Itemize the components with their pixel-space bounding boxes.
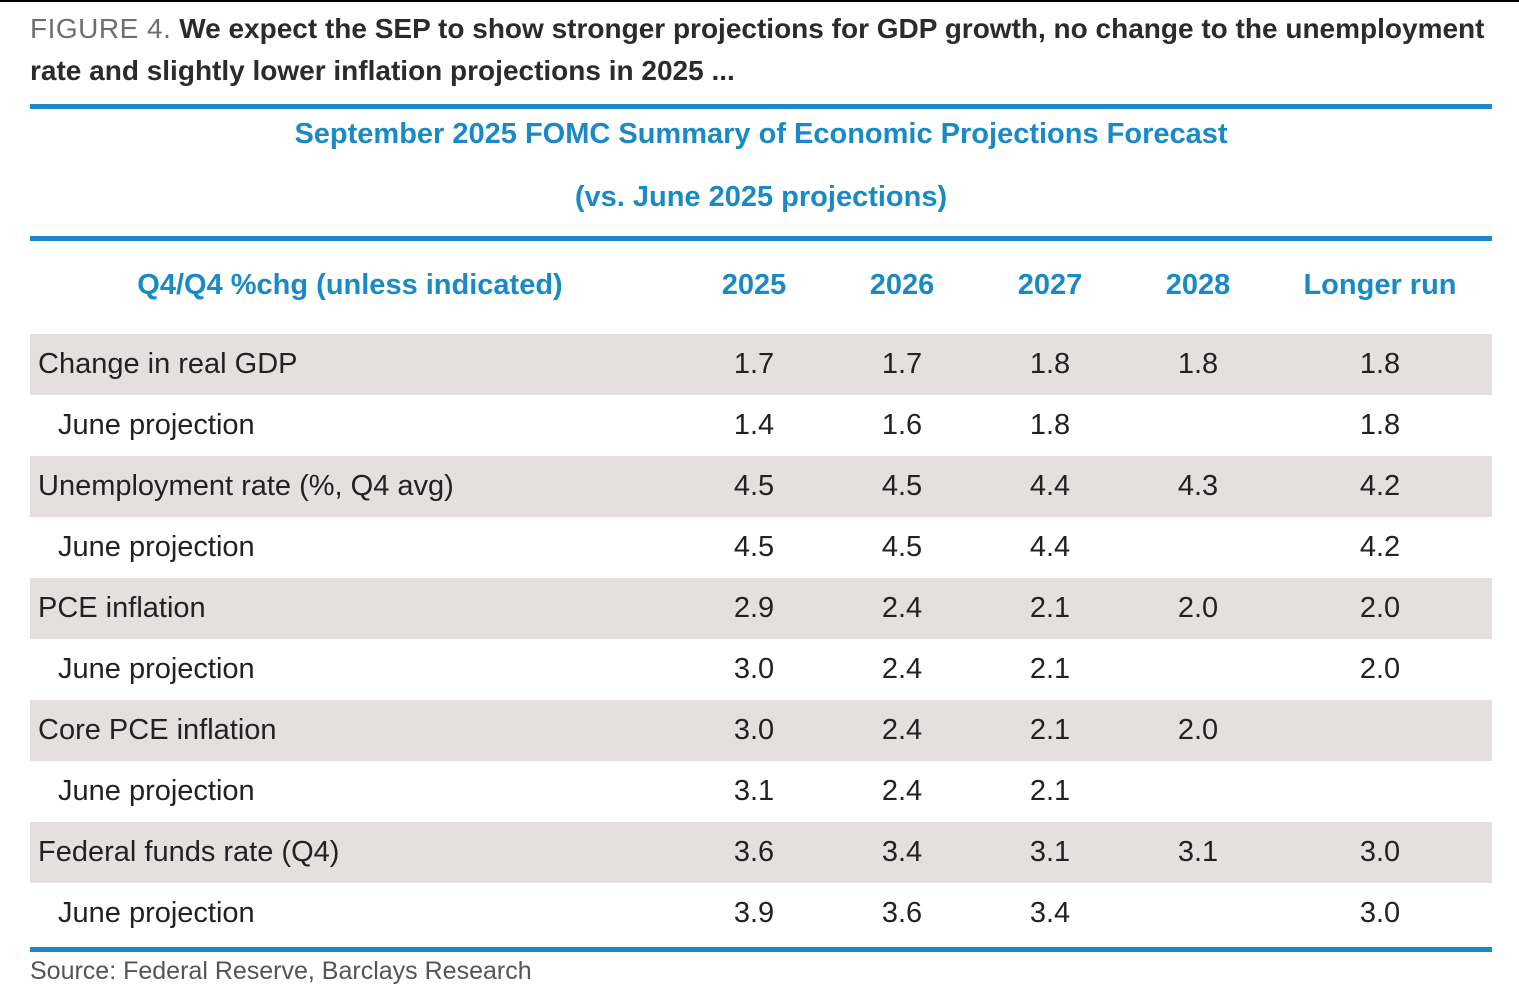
table-row-pce-inflation: PCE inflation 2.9 2.4 2.1 2.0 2.0	[30, 578, 1492, 639]
row-label: PCE inflation	[38, 592, 206, 624]
cell-2027: 4.4	[1029, 470, 1071, 502]
table-body: Change in real GDP 1.7 1.7 1.8 1.8 1.8 J…	[30, 334, 1492, 944]
cell-longer-run: 2.0	[1359, 592, 1401, 624]
cell-2028	[1138, 761, 1258, 822]
cell-2028	[1138, 517, 1258, 578]
cell-2025: 3.0	[733, 653, 775, 685]
cell-2028: 3.1	[1177, 836, 1219, 868]
cell-2028: 2.0	[1177, 714, 1219, 746]
table-row-real-gdp: Change in real GDP 1.7 1.7 1.8 1.8 1.8	[30, 334, 1492, 395]
top-border	[0, 0, 1519, 2]
row-label: Federal funds rate (Q4)	[38, 836, 340, 868]
cell-2028: 4.3	[1177, 470, 1219, 502]
cell-2025: 3.0	[733, 714, 775, 746]
cell-2028: 2.0	[1177, 592, 1219, 624]
table-row-unemployment-june: June projection 4.5 4.5 4.4 4.2	[30, 517, 1492, 578]
table-row-federal-funds-rate-june: June projection 3.9 3.6 3.4 3.0	[30, 883, 1492, 944]
column-header-2028: 2028	[1165, 268, 1231, 301]
cell-longer-run: 4.2	[1359, 470, 1401, 502]
cell-2027: 2.1	[1029, 592, 1071, 624]
row-label: Change in real GDP	[38, 348, 298, 380]
cell-2028: 1.8	[1177, 348, 1219, 380]
table-row-pce-inflation-june: June projection 3.0 2.4 2.1 2.0	[30, 639, 1492, 700]
cell-2027: 3.4	[1029, 897, 1071, 929]
cell-2026: 2.4	[881, 775, 923, 807]
cell-2027: 4.4	[1029, 531, 1071, 563]
cell-2026: 3.4	[881, 836, 923, 868]
cell-2025: 1.7	[733, 348, 775, 380]
cell-2027: 1.8	[1029, 409, 1071, 441]
cell-2026: 4.5	[881, 531, 923, 563]
row-label: June projection	[58, 775, 255, 807]
column-header-2026: 2026	[869, 268, 935, 301]
source-note: Source: Federal Reserve, Barclays Resear…	[30, 957, 532, 985]
table-header-row: Q4/Q4 %chg (unless indicated) 2025 2026 …	[30, 262, 1492, 308]
cell-longer-run: 4.2	[1359, 531, 1401, 563]
cell-2026: 4.5	[881, 470, 923, 502]
row-label: June projection	[58, 653, 255, 685]
cell-2025: 3.1	[733, 775, 775, 807]
table-subtitle: (vs. June 2025 projections)	[574, 181, 948, 213]
cell-2026: 2.4	[881, 714, 923, 746]
cell-2028	[1138, 639, 1258, 700]
cell-2025: 2.9	[733, 592, 775, 624]
column-header-measure: Q4/Q4 %chg (unless indicated)	[137, 268, 563, 301]
row-label: Core PCE inflation	[38, 714, 277, 746]
cell-2025: 4.5	[733, 531, 775, 563]
cell-2026: 3.6	[881, 897, 923, 929]
cell-longer-run	[1300, 761, 1460, 822]
cell-longer-run: 1.8	[1359, 409, 1401, 441]
cell-longer-run: 1.8	[1359, 348, 1401, 380]
cell-longer-run: 2.0	[1359, 653, 1401, 685]
table-row-real-gdp-june: June projection 1.4 1.6 1.8 1.8	[30, 395, 1492, 456]
table-row-unemployment: Unemployment rate (%, Q4 avg) 4.5 4.5 4.…	[30, 456, 1492, 517]
cell-2028	[1138, 883, 1258, 944]
figure-label: FIGURE 4.	[30, 13, 172, 44]
table-title: September 2025 FOMC Summary of Economic …	[294, 118, 1228, 150]
table-row-core-pce-inflation: Core PCE inflation 3.0 2.4 2.1 2.0	[30, 700, 1492, 761]
cell-longer-run: 3.0	[1359, 836, 1401, 868]
cell-2025: 1.4	[733, 409, 775, 441]
cell-2027: 3.1	[1029, 836, 1071, 868]
table-header-rule	[30, 236, 1492, 241]
cell-2027: 2.1	[1029, 653, 1071, 685]
cell-longer-run	[1300, 700, 1460, 761]
cell-2027: 2.1	[1029, 714, 1071, 746]
column-header-2025: 2025	[721, 268, 787, 301]
table-row-core-pce-inflation-june: June projection 3.1 2.4 2.1	[30, 761, 1492, 822]
cell-longer-run: 3.0	[1359, 897, 1401, 929]
cell-2026: 1.7	[881, 348, 923, 380]
table-bottom-rule	[30, 947, 1492, 952]
cell-2027: 2.1	[1029, 775, 1071, 807]
cell-2028	[1138, 395, 1258, 456]
figure-caption-text: We expect the SEP to show stronger proje…	[30, 13, 1485, 86]
column-header-longer-run: Longer run	[1303, 268, 1457, 301]
cell-2026: 1.6	[881, 409, 923, 441]
row-label: Unemployment rate (%, Q4 avg)	[38, 470, 454, 502]
cell-2026: 2.4	[881, 592, 923, 624]
column-header-2027: 2027	[1017, 268, 1083, 301]
cell-2025: 4.5	[733, 470, 775, 502]
row-label: June projection	[58, 531, 255, 563]
cell-2025: 3.6	[733, 836, 775, 868]
row-label: June projection	[58, 897, 255, 929]
cell-2026: 2.4	[881, 653, 923, 685]
table-top-rule	[30, 104, 1492, 109]
table-row-federal-funds-rate: Federal funds rate (Q4) 3.6 3.4 3.1 3.1 …	[30, 822, 1492, 883]
cell-2025: 3.9	[733, 897, 775, 929]
cell-2027: 1.8	[1029, 348, 1071, 380]
row-label: June projection	[58, 409, 255, 441]
figure-caption: FIGURE 4. We expect the SEP to show stro…	[30, 8, 1500, 92]
